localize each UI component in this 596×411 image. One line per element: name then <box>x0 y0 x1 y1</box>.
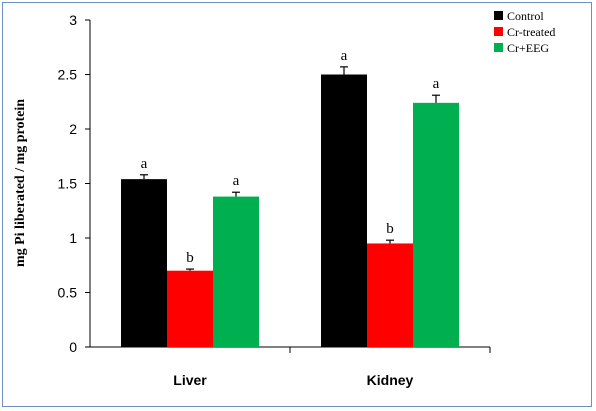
bar-control-kidney <box>321 74 367 347</box>
legend-swatch <box>494 11 503 20</box>
legend-swatch <box>494 43 503 52</box>
legend: Control Cr-treated Cr+EEG <box>494 9 555 55</box>
bar-cr-treated-kidney <box>367 243 413 347</box>
x-category-label: Liver <box>173 372 207 388</box>
y-axis-label: mg Pi liberated / mg protein <box>13 99 28 267</box>
significance-label: b <box>186 250 194 266</box>
x-category-label: Kidney <box>367 372 414 388</box>
chart-frame <box>2 2 592 407</box>
y-tick-label: 3 <box>69 12 77 28</box>
bar-cr-eeg-liver <box>213 196 259 347</box>
significance-label: b <box>386 221 394 237</box>
significance-label: a <box>141 156 148 172</box>
y-tick-label: 1.5 <box>58 176 78 192</box>
bar-cr-treated-liver <box>167 270 213 347</box>
legend-label: Control <box>507 9 544 23</box>
y-tick-label: 0 <box>69 339 77 355</box>
significance-label: a <box>341 48 348 64</box>
bar-control-liver <box>121 179 167 347</box>
legend-swatch <box>494 27 503 36</box>
bar-cr-eeg-kidney <box>413 102 459 347</box>
y-tick-label: 1 <box>69 230 77 246</box>
y-tick-label: 2.5 <box>58 67 78 83</box>
legend-label: Cr+EEG <box>507 41 549 55</box>
significance-label: a <box>433 76 440 92</box>
significance-label: a <box>233 173 240 189</box>
y-tick-label: 2 <box>69 121 77 137</box>
legend-label: Cr-treated <box>507 25 555 39</box>
bars: Liver a b a Kidney a b a <box>121 48 459 388</box>
y-tick-label: 0.5 <box>58 285 78 301</box>
